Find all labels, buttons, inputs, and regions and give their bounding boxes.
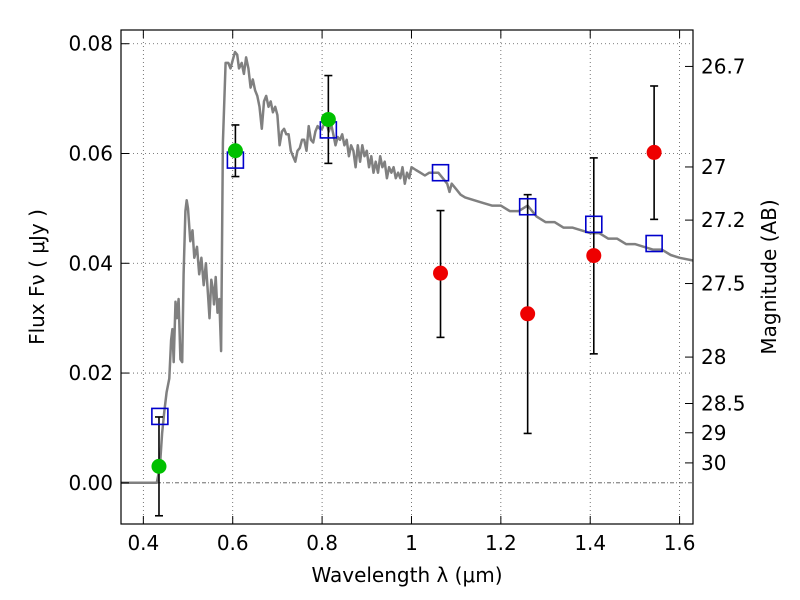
y-right-axis-title: Magnitude (AB)	[757, 199, 781, 354]
y-right-tick-label: 27.2	[701, 208, 746, 232]
upper-limit-point	[586, 248, 602, 264]
y-tick-label: 0.08	[68, 32, 113, 56]
y-tick-label: 0.04	[68, 251, 113, 275]
model-point	[518, 197, 537, 216]
y-right-tick-label: 30	[701, 451, 726, 475]
y-right-tick-label: 27	[701, 155, 726, 179]
grid-lines	[121, 30, 693, 524]
sed-model-line	[121, 50, 694, 485]
y-tick-label: 0.00	[68, 471, 113, 495]
observed-points	[151, 111, 662, 474]
x-tick-label: 1.4	[574, 531, 606, 555]
detection-point	[320, 111, 336, 127]
plot-frame	[120, 29, 694, 525]
error-bars	[154, 74, 659, 517]
y-right-tick-label: 27.5	[701, 272, 746, 296]
model-point	[584, 215, 603, 234]
tick-labels: 0.4 0.6 0.8 1 1.2 1.4 1.6 0.00 0.02 0.04 0.06 0.08 2…	[68, 32, 745, 555]
x-axis-title: Wavelength λ (μm)	[311, 563, 502, 587]
sed-curve	[121, 50, 694, 485]
y-tick-label: 0.06	[68, 142, 113, 166]
axis-ticks	[121, 30, 693, 524]
x-tick-label: 0.4	[127, 531, 159, 555]
x-tick-label: 1.6	[664, 531, 696, 555]
y-right-tick-label: 28	[701, 345, 726, 369]
upper-limit-point	[520, 306, 536, 322]
model-point	[151, 407, 169, 426]
x-tick-label: 0.6	[217, 531, 249, 555]
y-right-tick-label: 28.5	[701, 391, 746, 415]
y-right-tick-label: 26.7	[701, 54, 746, 78]
model-point	[645, 234, 663, 253]
upper-limit-point	[646, 144, 662, 160]
y-right-tick-label: 29	[701, 421, 726, 445]
x-tick-label: 1	[405, 531, 418, 555]
x-tick-label: 1.2	[485, 531, 517, 555]
model-point	[431, 163, 450, 182]
detection-point	[151, 458, 167, 474]
y-axis-title: Flux Fν ( μJy )	[25, 209, 49, 345]
y-tick-label: 0.02	[68, 361, 113, 385]
x-tick-label: 0.8	[306, 531, 338, 555]
model-points	[151, 121, 663, 426]
detection-point	[227, 143, 243, 159]
upper-limit-point	[433, 265, 449, 281]
